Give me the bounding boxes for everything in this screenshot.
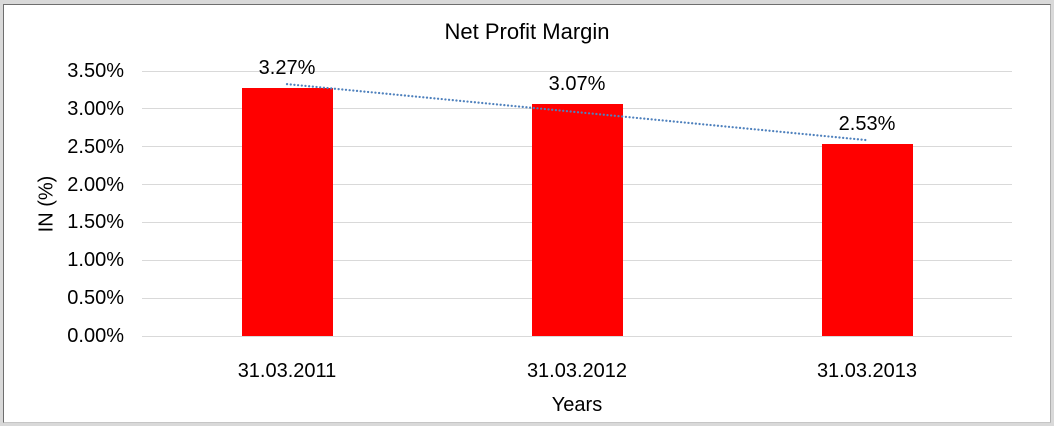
bar: [241, 88, 333, 336]
y-axis-tick-label: 0.00%: [67, 325, 124, 347]
x-axis-category-label: 31.03.2013: [816, 360, 918, 382]
bar: [821, 144, 913, 336]
y-axis-tick-label: 1.50%: [67, 211, 124, 234]
x-axis-category-label: 31.03.2012: [526, 360, 628, 382]
chart-frame: Net Profit Margin 0.00% 0.50% 1.00% 1.50% 2.…: [3, 4, 1051, 423]
plot-area: 0.00% 0.50% 1.00% 1.50% 2.00% 2.50% 3.00% 3.50%…: [4, 5, 1050, 422]
x-axis-title: Years: [551, 394, 603, 416]
y-axis-tick-label: 1.00%: [67, 249, 124, 272]
chart-title: Net Profit Margin: [444, 19, 610, 44]
y-axis-tick-label: 3.00%: [67, 97, 124, 120]
y-axis-tick-label: 0.50%: [67, 287, 124, 310]
gridline: [142, 70, 1012, 72]
y-axis-title: IN (%): [35, 175, 58, 232]
bar-data-label: 3.07%: [548, 72, 606, 95]
y-axis-tick-label: 3.50%: [67, 60, 124, 82]
x-axis-category-label: 31.03.2011: [237, 360, 337, 382]
bar-data-label: 3.27%: [258, 57, 316, 80]
bar: [531, 103, 623, 336]
y-axis-tick-label: 2.50%: [67, 135, 124, 158]
gridline: [142, 335, 1012, 337]
bar-data-label: 2.53%: [838, 113, 896, 136]
y-axis-tick-label: 2.00%: [67, 173, 124, 196]
